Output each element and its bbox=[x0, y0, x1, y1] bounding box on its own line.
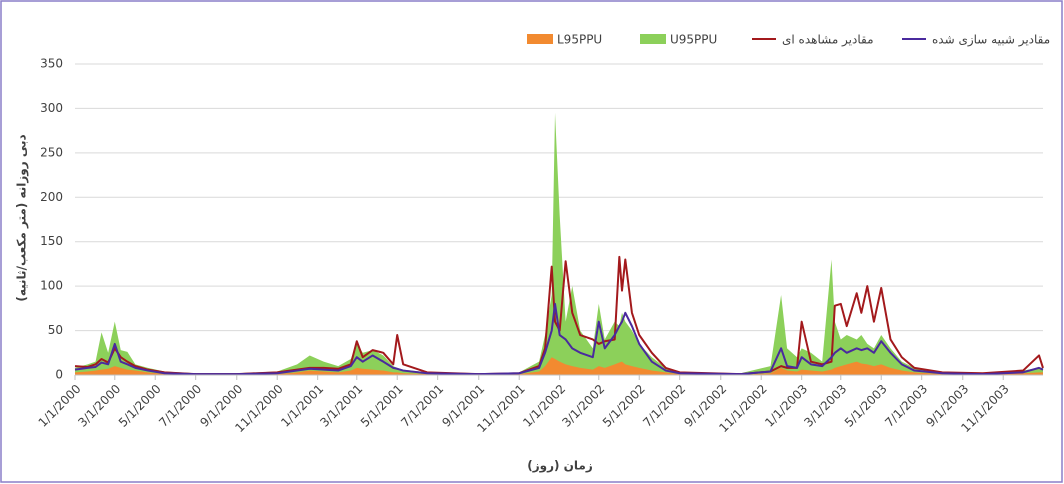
y-tick-label: 300 bbox=[40, 101, 63, 115]
y-tick-label: 100 bbox=[40, 279, 63, 293]
legend-label: U95PPU bbox=[670, 33, 717, 47]
legend-label: مقادیر شبیه سازی شده bbox=[932, 33, 1050, 48]
y-tick-label: 0 bbox=[55, 368, 63, 382]
y-tick-label: 50 bbox=[48, 323, 63, 337]
series-area bbox=[75, 357, 1043, 375]
series-line bbox=[74, 302, 1044, 376]
series-area bbox=[75, 112, 1043, 375]
legend-swatch bbox=[640, 34, 666, 44]
legend-swatch bbox=[527, 34, 553, 44]
x-axis-label: زمان (روز) bbox=[527, 459, 593, 474]
y-tick-label: 250 bbox=[40, 145, 63, 159]
y-tick-label: 150 bbox=[40, 234, 63, 248]
y-tick-label: 200 bbox=[40, 190, 63, 204]
legend-label: L95PPU bbox=[557, 33, 602, 47]
legend-label: مقادیر مشاهده ای bbox=[782, 33, 874, 48]
y-tick-label: 350 bbox=[40, 57, 63, 71]
y-axis-label: دبی روزانه (متر مکعب/ثانیه) bbox=[15, 134, 30, 301]
